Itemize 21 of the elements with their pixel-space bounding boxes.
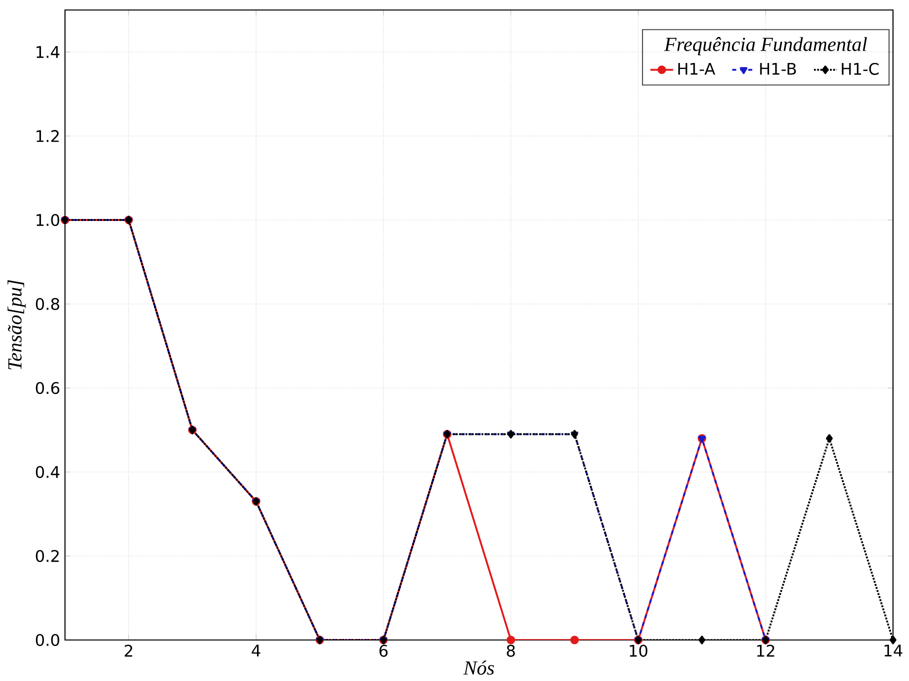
x-tick-label: 12 (757, 644, 774, 657)
y-tick-label: 0.4 (36, 466, 60, 478)
x-tick-label: 8 (506, 644, 515, 657)
legend-label: H1-C (842, 62, 879, 75)
x-axis-title: Nós (463, 660, 494, 675)
x-tick-label: 6 (379, 644, 388, 657)
y-tick-label: 0.2 (36, 550, 59, 562)
x-tick-label: 10 (630, 644, 648, 657)
legend-title: Frequência Fundamental (664, 37, 867, 56)
y-tick-label: 0.8 (36, 298, 60, 310)
x-tick-label: 14 (884, 644, 902, 656)
legend-label: H1-A (678, 62, 716, 75)
y-tick-label: 1.4 (36, 46, 60, 58)
y-tick-label: 0.0 (36, 634, 60, 646)
x-tick-label: 2 (124, 644, 132, 657)
legend-label: H1-B (760, 62, 796, 75)
x-tick-label: 4 (252, 644, 260, 656)
y-tick-label: 1.2 (36, 130, 59, 142)
y-axis-title: Tensão[pu] (8, 280, 26, 370)
y-tick-label: 1.0 (36, 214, 60, 226)
y-tick-label: 0.6 (36, 382, 60, 394)
